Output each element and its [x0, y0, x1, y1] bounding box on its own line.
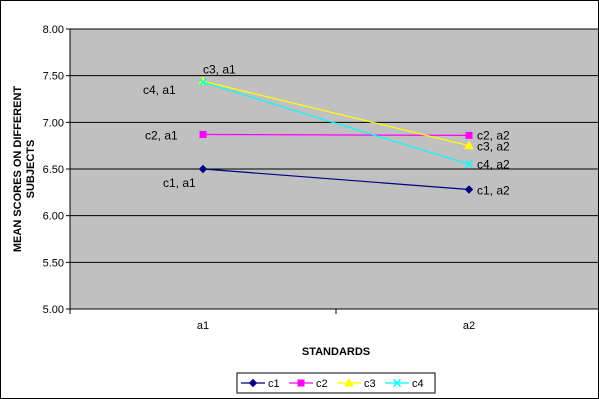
y-tick-labels: 5.00 5.50 6.00 6.50 7.00 7.50 8.00	[43, 24, 64, 316]
data-label-c4-a1: c4, a1	[143, 83, 176, 97]
x-tick-labels: a1 a2	[197, 320, 475, 332]
y-tick-label: 7.00	[43, 117, 64, 129]
legend-label-c2: c2	[316, 378, 328, 390]
data-label-c2-a1: c2, a1	[145, 128, 178, 142]
x-tick-label: a2	[463, 320, 475, 332]
y-tick-label: 6.50	[43, 164, 64, 176]
y-axis-title-line-1: MEAN SCORES ON DIFFERENT	[12, 86, 24, 253]
y-tick-label: 8.00	[43, 24, 64, 36]
y-axis-title-line-2: SUBJECTS	[25, 140, 37, 199]
x-tick-label: a1	[197, 320, 209, 332]
x-axis-title: STANDARDS	[302, 346, 370, 358]
y-tick-label: 7.50	[43, 71, 64, 83]
y-tick-label: 5.00	[43, 304, 64, 316]
legend: c1 c2 c3 c4	[237, 373, 435, 393]
point-c2-a1	[200, 131, 206, 137]
y-axis-title: MEAN SCORES ON DIFFERENT SUBJECTS	[12, 86, 37, 253]
point-c2-a2	[466, 132, 472, 138]
data-label-c1-a1: c1, a1	[163, 176, 196, 190]
y-tick-label: 5.50	[43, 257, 64, 269]
legend-label-c3: c3	[364, 378, 376, 390]
data-label-c3-a2: c3, a2	[477, 140, 510, 154]
legend-label-c1: c1	[268, 378, 280, 390]
legend-marker-c2	[298, 380, 304, 386]
data-label-c4-a2: c4, a2	[477, 157, 510, 171]
legend-label-c4: c4	[412, 378, 424, 390]
data-label-c3-a1: c3, a1	[203, 62, 236, 76]
y-tick-label: 6.00	[43, 211, 64, 223]
data-label-c1-a2: c1, a2	[477, 184, 510, 198]
